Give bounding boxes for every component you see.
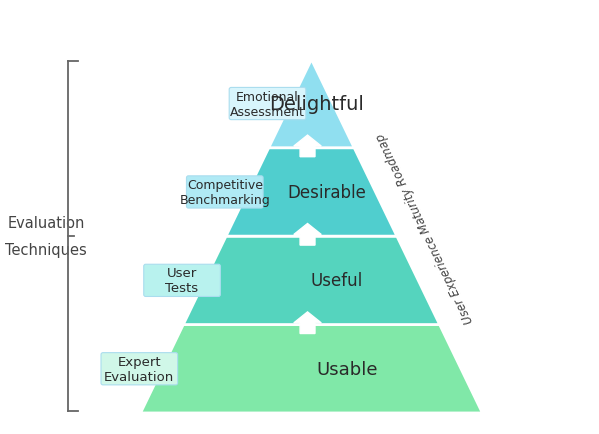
Text: Useful: Useful [311,272,363,289]
FancyBboxPatch shape [101,353,178,385]
Text: Usable: Usable [317,360,378,378]
Text: Expert
Evaluation: Expert Evaluation [104,355,174,383]
FancyArrow shape [294,224,321,246]
Polygon shape [269,60,354,148]
FancyArrow shape [294,136,321,158]
FancyBboxPatch shape [186,177,263,209]
Text: Delightful: Delightful [269,95,364,114]
Text: Emotional
Assessment: Emotional Assessment [230,90,305,118]
Polygon shape [141,325,482,413]
Text: Competitive
Benchmarking: Competitive Benchmarking [179,178,270,207]
FancyBboxPatch shape [229,88,306,120]
Text: User
Tests: User Tests [165,267,199,295]
FancyArrow shape [294,312,321,334]
Text: Techniques: Techniques [5,243,87,258]
Polygon shape [226,148,397,237]
Text: Evaluation: Evaluation [8,215,85,230]
FancyBboxPatch shape [144,265,220,297]
Polygon shape [183,237,440,325]
Text: Desirable: Desirable [288,184,366,201]
Text: User Experience Maturity Roadmap: User Experience Maturity Roadmap [374,131,476,325]
